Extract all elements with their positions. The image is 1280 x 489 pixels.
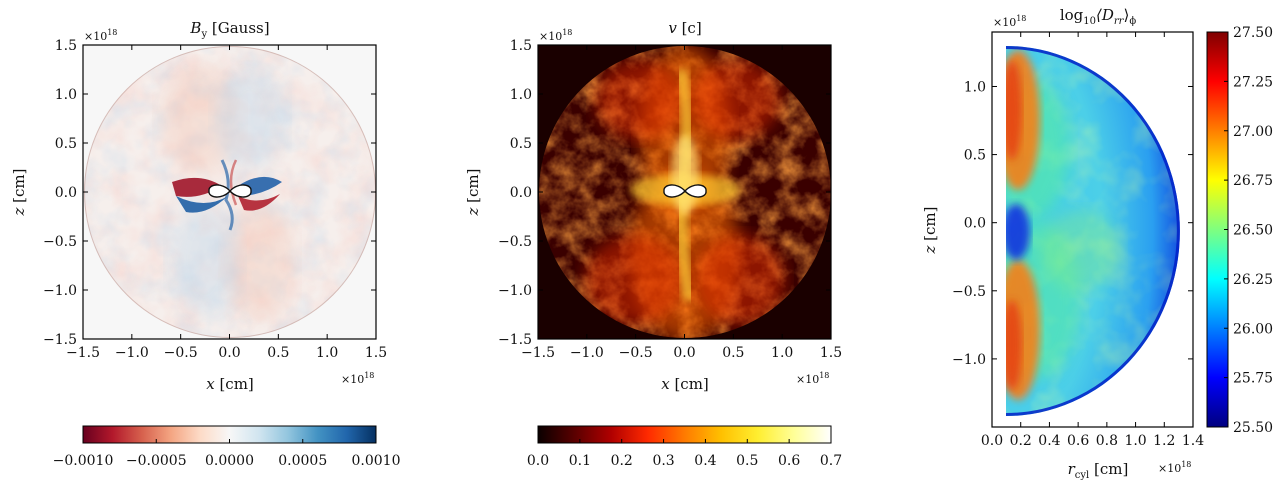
panel-v-colorbar-ticks: 0.0 0.1 0.2 0.3 0.4 0.5 0.6 0.7 (527, 439, 842, 469)
panel-v-title: v [c] (668, 19, 701, 37)
y-tick-label: −1.0 (43, 283, 77, 299)
colorbar-tick-label: 0.7 (820, 453, 842, 469)
x-tick-label: −1.0 (115, 345, 149, 361)
colorbar-tick-label: 27.25 (1233, 74, 1273, 90)
colorbar-tick-label: 26.75 (1233, 173, 1273, 189)
panel-v-x-multiplier: ×1018 (796, 371, 829, 386)
y-tick-label: 1.0 (55, 87, 77, 103)
x-tick-label: 0.6 (1067, 433, 1089, 449)
colorbar-tick-label: −0.0005 (126, 453, 187, 469)
panel-by: −1.5 −1.0 −0.5 0.0 0.5 1.0 1.5 −1.5 −1.0 −0.5 0.0… (10, 19, 401, 469)
y-tick-label: −0.5 (43, 234, 77, 250)
y-tick-label: 1.0 (510, 87, 532, 103)
x-tick-label: −0.5 (619, 345, 653, 361)
colorbar-tick-label: 0.0000 (205, 453, 254, 469)
panel-v-x-ticks: −1.5 −1.0 −0.5 0.0 0.5 1.0 1.5 (521, 45, 842, 361)
panel-by-ylabel: z [cm] (10, 168, 28, 216)
colorbar-tick-label: 0.2 (611, 453, 633, 469)
y-tick-label: 0.0 (55, 185, 77, 201)
y-tick-label: −1.5 (43, 332, 77, 348)
panel-by-xlabel: x [cm] (206, 375, 254, 393)
x-tick-label: −1.5 (521, 345, 555, 361)
y-tick-label: −1.0 (952, 352, 986, 368)
panel-by-contour (208, 184, 252, 198)
colorbar-tick-label: 26.00 (1233, 321, 1273, 337)
x-tick-label: 0.0 (981, 433, 1003, 449)
x-tick-label: 1.5 (820, 345, 842, 361)
colorbar-tick-label: −0.0010 (53, 453, 114, 469)
colorbar-tick-label: 25.75 (1233, 371, 1273, 387)
y-tick-label: 0.5 (510, 136, 532, 152)
panel-by-x-multiplier: ×1018 (341, 371, 374, 386)
x-tick-label: 0.4 (1038, 433, 1060, 449)
colorbar-tick-label: 0.0 (527, 453, 549, 469)
x-tick-label: 0.2 (1010, 433, 1032, 449)
colorbar-tick-label: 27.50 (1233, 25, 1273, 41)
y-tick-label: 0.5 (964, 148, 986, 164)
panel-drr-title: log10⟨Drr⟩ϕ (1060, 6, 1136, 27)
panel-drr-ylabel: z [cm] (921, 206, 939, 254)
panel-v-colorbar (537, 425, 832, 444)
panel-drr-field (1006, 46, 1180, 416)
panel-v-ylabel: z [cm] (464, 168, 482, 216)
colorbar-tick-label: 26.50 (1233, 223, 1273, 239)
panel-drr-y-ticks: −1.0 −0.5 0.0 0.5 1.0 (952, 79, 1193, 368)
panel-drr-frame (991, 31, 1194, 428)
colorbar-tick-label: 27.00 (1233, 124, 1273, 140)
panel-v: −1.5 −1.0 −0.5 0.0 0.5 1.0 1.5 −1.5 −1.0 −0.5 0.0… (464, 19, 842, 469)
x-tick-label: 1.2 (1153, 433, 1175, 449)
x-tick-label: 0.0 (673, 345, 695, 361)
x-tick-label: 1.0 (316, 345, 338, 361)
panel-by-y-ticks: −1.5 −1.0 −0.5 0.0 0.5 1.0 1.5 (43, 38, 376, 348)
x-tick-label: 0.5 (267, 345, 289, 361)
panel-v-contour (663, 184, 707, 198)
panel-by-x-ticks: −1.5 −1.0 −0.5 0.0 0.5 1.0 1.5 (66, 45, 387, 361)
colorbar-tick-label: 25.50 (1233, 420, 1273, 436)
panel-drr-xlabel: rcyl [cm] (1068, 460, 1129, 481)
y-tick-label: −0.5 (498, 234, 532, 250)
y-tick-label: 0.0 (964, 216, 986, 232)
panel-v-xlabel: x [cm] (661, 375, 709, 393)
colorbar-tick-label: 0.0010 (352, 453, 401, 469)
colorbar-tick-label: 0.6 (778, 453, 800, 469)
x-tick-label: 0.0 (218, 345, 240, 361)
y-tick-label: 0.5 (55, 136, 77, 152)
colorbar-tick-label: 26.25 (1233, 272, 1273, 288)
panel-drr-x-multiplier: ×1018 (1158, 460, 1191, 475)
y-tick-label: −1.0 (498, 283, 532, 299)
panel-drr-y-multiplier: ×1018 (993, 14, 1026, 29)
panel-by-colorbar-ticks: −0.0010 −0.0005 0.0000 0.0005 0.0010 (53, 439, 401, 469)
colorbar-tick-label: 0.1 (569, 453, 591, 469)
x-tick-label: −0.5 (164, 345, 198, 361)
y-tick-label: 1.5 (55, 38, 77, 54)
y-tick-label: 1.5 (510, 38, 532, 54)
x-tick-label: 1.0 (1124, 433, 1146, 449)
panel-v-y-multiplier: ×1018 (539, 28, 572, 43)
colorbar-tick-label: 0.3 (652, 453, 674, 469)
x-tick-label: 1.4 (1182, 433, 1204, 449)
colorbar-tick-label: 0.5 (736, 453, 758, 469)
x-tick-label: 1.0 (771, 345, 793, 361)
x-tick-label: −1.0 (570, 345, 604, 361)
panel-by-title: By [Gauss] (189, 19, 269, 40)
x-tick-label: −1.5 (66, 345, 100, 361)
x-tick-label: 0.5 (722, 345, 744, 361)
y-tick-label: 0.0 (510, 185, 532, 201)
panel-drr-colorbar-ticks: 25.50 25.75 26.00 26.25 26.50 26.75 27.00 27.25… (1224, 25, 1273, 436)
x-tick-label: 1.5 (365, 345, 387, 361)
y-tick-label: −0.5 (952, 284, 986, 300)
panel-drr: 0.0 0.2 0.4 0.6 0.8 1.0 1.2 1.4 −1.0 −0.5 0.0 0.5 1… (921, 6, 1273, 481)
panel-by-y-multiplier: ×1018 (84, 28, 117, 43)
colorbar-tick-label: 0.4 (694, 453, 716, 469)
colorbar-tick-label: 0.0005 (278, 453, 327, 469)
panel-v-y-ticks: −1.5 −1.0 −0.5 0.0 0.5 1.0 1.5 (498, 38, 831, 348)
x-tick-label: 0.8 (1096, 433, 1118, 449)
panel-drr-x-ticks: 0.0 0.2 0.4 0.6 0.8 1.0 1.2 1.4 (981, 32, 1204, 449)
y-tick-label: −1.5 (498, 332, 532, 348)
y-tick-label: 1.0 (964, 79, 986, 95)
